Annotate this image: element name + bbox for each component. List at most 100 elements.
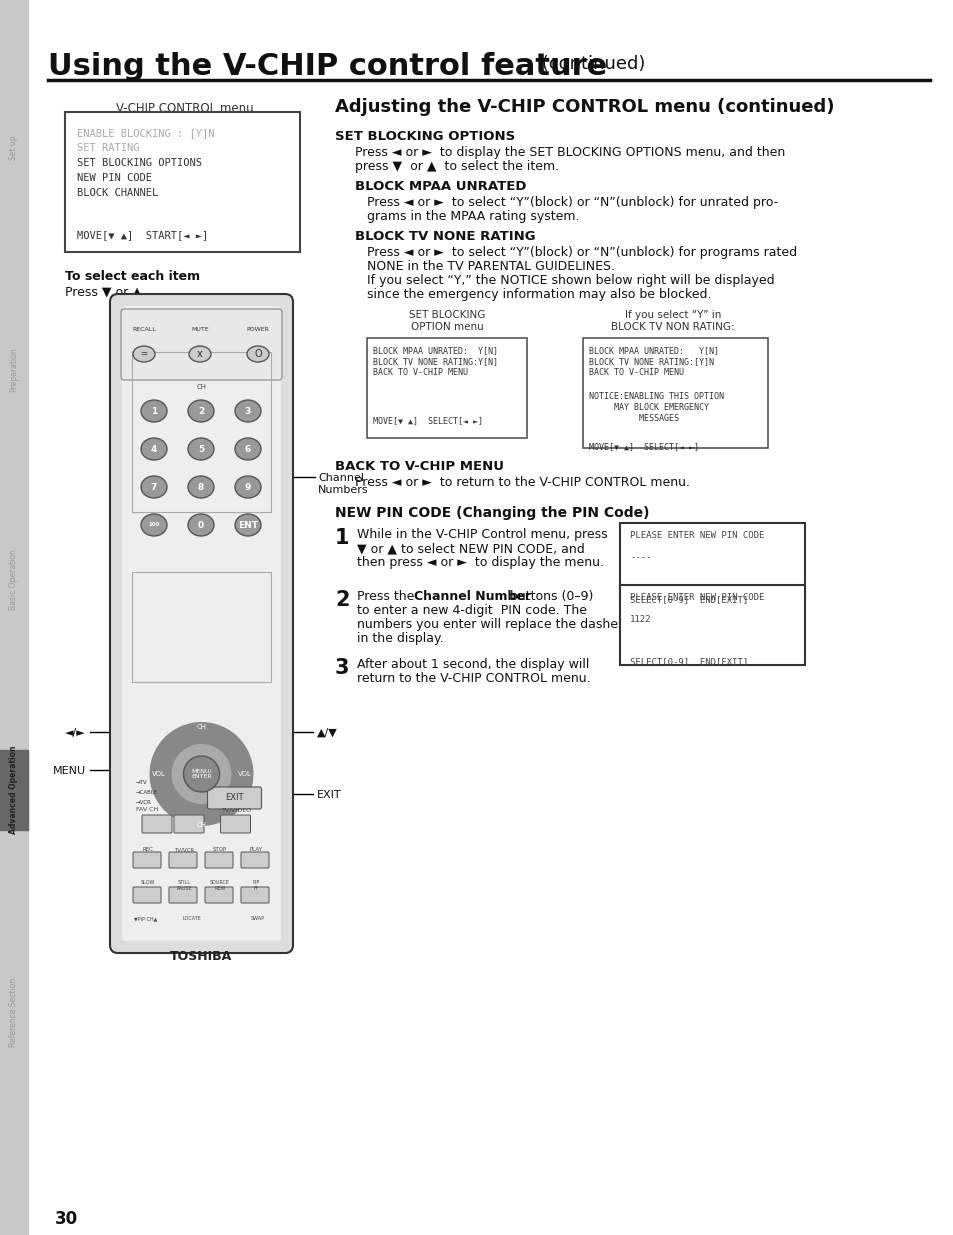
- Text: return to the V-CHIP CONTROL menu.: return to the V-CHIP CONTROL menu.: [356, 672, 590, 685]
- Text: →CABLE: →CABLE: [136, 790, 158, 795]
- Text: PLEASE ENTER NEW PIN CODE: PLEASE ENTER NEW PIN CODE: [629, 531, 763, 540]
- Text: BACK TO V-CHIP MENU: BACK TO V-CHIP MENU: [335, 459, 503, 473]
- Text: MOVE[▼ ▲]  SELECT[◄ ►]: MOVE[▼ ▲] SELECT[◄ ►]: [373, 416, 482, 425]
- FancyBboxPatch shape: [169, 887, 196, 903]
- Text: TOSHIBA: TOSHIBA: [171, 950, 233, 963]
- Text: TV/VIDEO: TV/VIDEO: [221, 806, 252, 811]
- Text: 2: 2: [335, 590, 349, 610]
- Text: Using the V-CHIP control feature: Using the V-CHIP control feature: [48, 52, 607, 82]
- Text: REC: REC: [142, 847, 153, 852]
- Text: SELECT[0-9]  END[EXIT]: SELECT[0-9] END[EXIT]: [629, 595, 747, 604]
- Text: Preparation: Preparation: [10, 347, 18, 393]
- Text: 9: 9: [245, 483, 251, 492]
- Text: V-CHIP CONTROL menu: V-CHIP CONTROL menu: [116, 103, 253, 115]
- Ellipse shape: [188, 475, 213, 498]
- Text: ▼PIP CH▲: ▼PIP CH▲: [133, 916, 157, 921]
- Text: ▲/▼: ▲/▼: [316, 727, 337, 739]
- Text: Reference Section: Reference Section: [10, 977, 18, 1046]
- Text: Press ◄ or ►  to return to the V-CHIP CONTROL menu.: Press ◄ or ► to return to the V-CHIP CON…: [355, 475, 689, 489]
- FancyBboxPatch shape: [241, 852, 269, 868]
- Text: RECALL: RECALL: [132, 327, 155, 332]
- Text: 3: 3: [335, 658, 349, 678]
- Text: 7: 7: [151, 483, 157, 492]
- Ellipse shape: [150, 722, 253, 826]
- Text: since the emergency information may also be blocked.: since the emergency information may also…: [367, 288, 711, 301]
- Text: MENU: MENU: [52, 766, 86, 776]
- Text: BLOCK TV NONE RATING:Y[N]: BLOCK TV NONE RATING:Y[N]: [373, 357, 497, 366]
- Text: PIP
FF: PIP FF: [253, 881, 259, 890]
- FancyBboxPatch shape: [205, 887, 233, 903]
- Bar: [65, 112, 299, 252]
- Text: If you select “Y,” the NOTICE shown below right will be displayed: If you select “Y,” the NOTICE shown belo…: [367, 274, 774, 287]
- Text: VOL: VOL: [152, 771, 165, 777]
- Text: then press ◄ or ►  to display the menu.: then press ◄ or ► to display the menu.: [356, 556, 603, 569]
- Text: SET BLOCKING OPTIONS: SET BLOCKING OPTIONS: [77, 158, 202, 168]
- Text: Set up: Set up: [10, 136, 18, 161]
- Ellipse shape: [141, 514, 167, 536]
- Text: to enter a new 4-digit  PIN code. The: to enter a new 4-digit PIN code. The: [356, 604, 586, 618]
- FancyBboxPatch shape: [169, 852, 196, 868]
- FancyBboxPatch shape: [132, 887, 161, 903]
- Text: Advanced Operation: Advanced Operation: [10, 746, 18, 835]
- Text: NONE in the TV PARENTAL GUIDELINES.: NONE in the TV PARENTAL GUIDELINES.: [367, 261, 615, 273]
- Text: SELECT[0-9]  END[EXIT]: SELECT[0-9] END[EXIT]: [629, 657, 747, 666]
- Text: EXIT: EXIT: [225, 794, 244, 803]
- Text: x: x: [197, 350, 203, 359]
- Text: After about 1 second, the display will: After about 1 second, the display will: [356, 658, 589, 671]
- Text: 5: 5: [197, 445, 204, 453]
- Text: STOP: STOP: [213, 847, 227, 852]
- Text: Channel
Numbers: Channel Numbers: [317, 473, 368, 494]
- Text: (continued): (continued): [536, 56, 644, 73]
- Text: If you select “Y” in
BLOCK TV NON RATING:: If you select “Y” in BLOCK TV NON RATING…: [611, 310, 734, 332]
- Ellipse shape: [132, 346, 154, 362]
- Text: NEW PIN CODE: NEW PIN CODE: [77, 173, 152, 183]
- Text: CH: CH: [196, 724, 206, 730]
- Text: NOTICE:ENABLING THIS OPTION: NOTICE:ENABLING THIS OPTION: [588, 391, 723, 401]
- Text: press ▼  or ▲  to select the item.: press ▼ or ▲ to select the item.: [355, 161, 558, 173]
- Text: BACK TO V-CHIP MENU: BACK TO V-CHIP MENU: [588, 368, 683, 377]
- Ellipse shape: [188, 400, 213, 422]
- Text: MOVE[▼ ▲]  START[◄ ►]: MOVE[▼ ▲] START[◄ ►]: [77, 230, 208, 240]
- Text: 6: 6: [245, 445, 251, 453]
- Ellipse shape: [188, 514, 213, 536]
- Bar: [367, 338, 526, 438]
- Text: BLOCK MPAA UNRATED:  Y[N]: BLOCK MPAA UNRATED: Y[N]: [373, 346, 497, 354]
- Text: MESSAGES: MESSAGES: [588, 414, 679, 424]
- FancyBboxPatch shape: [241, 887, 269, 903]
- Text: 2: 2: [197, 406, 204, 415]
- Text: Press ▼ or ▲.: Press ▼ or ▲.: [65, 285, 146, 298]
- Text: buttons (0–9): buttons (0–9): [505, 590, 593, 603]
- Text: CH: CH: [196, 823, 206, 827]
- Text: Channel Number: Channel Number: [414, 590, 531, 603]
- Ellipse shape: [183, 756, 219, 792]
- Text: To select each item: To select each item: [65, 270, 200, 283]
- Text: MOVE[▼ ▲]  SELECT[◄ ►]: MOVE[▼ ▲] SELECT[◄ ►]: [588, 442, 699, 451]
- Text: 0: 0: [197, 520, 204, 530]
- Text: MENU/
ENTER: MENU/ ENTER: [191, 768, 212, 779]
- Ellipse shape: [188, 438, 213, 459]
- Text: BLOCK TV NONE RATING: BLOCK TV NONE RATING: [355, 230, 535, 243]
- Ellipse shape: [234, 400, 261, 422]
- Text: BACK TO V-CHIP MENU: BACK TO V-CHIP MENU: [373, 368, 468, 377]
- Text: BLOCK MPAA UNRATED:   Y[N]: BLOCK MPAA UNRATED: Y[N]: [588, 346, 719, 354]
- FancyBboxPatch shape: [110, 294, 293, 953]
- Text: ▼ or ▲ to select NEW PIN CODE, and: ▼ or ▲ to select NEW PIN CODE, and: [356, 542, 584, 555]
- FancyBboxPatch shape: [142, 815, 172, 832]
- Ellipse shape: [189, 346, 211, 362]
- Text: 3: 3: [245, 406, 251, 415]
- Text: SOURCE
REW: SOURCE REW: [210, 881, 230, 890]
- Text: ◄/►: ◄/►: [65, 727, 86, 739]
- Bar: [0, 750, 28, 830]
- Text: numbers you enter will replace the dashes: numbers you enter will replace the dashe…: [356, 618, 624, 631]
- Text: BLOCK MPAA UNRATED: BLOCK MPAA UNRATED: [355, 180, 526, 193]
- Text: Press ◄ or ►  to display the SET BLOCKING OPTIONS menu, and then: Press ◄ or ► to display the SET BLOCKING…: [355, 146, 784, 159]
- Ellipse shape: [141, 400, 167, 422]
- Bar: [132, 572, 271, 682]
- Text: 1: 1: [151, 406, 157, 415]
- Text: 4: 4: [151, 445, 157, 453]
- Text: NEW PIN CODE (Changing the PIN Code): NEW PIN CODE (Changing the PIN Code): [335, 506, 649, 520]
- Text: MAY BLOCK EMERGENCY: MAY BLOCK EMERGENCY: [588, 403, 708, 412]
- Text: MUTE: MUTE: [191, 327, 209, 332]
- Ellipse shape: [234, 475, 261, 498]
- Text: O: O: [253, 350, 261, 359]
